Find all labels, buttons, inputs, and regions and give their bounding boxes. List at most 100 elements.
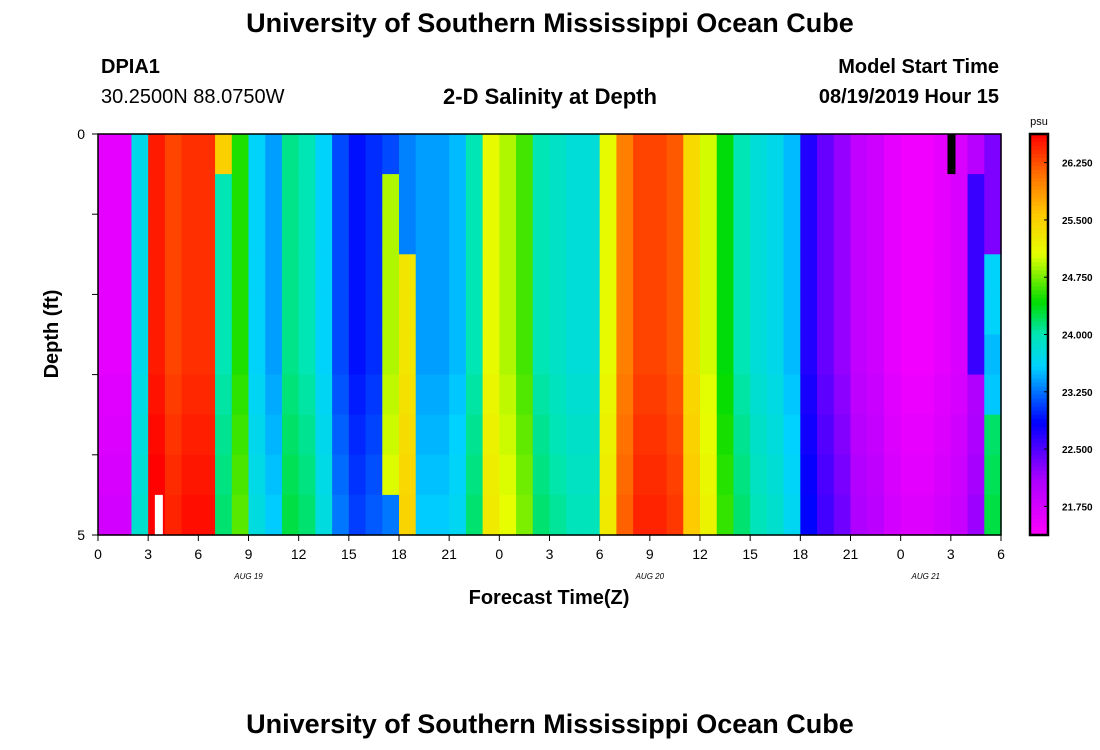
- heatmap-cell: [783, 254, 801, 295]
- colorbar-segment: [1030, 254, 1048, 259]
- heatmap-cell: [131, 454, 149, 496]
- colorbar-tick-label: 25.500: [1062, 216, 1093, 227]
- heatmap-cell: [348, 494, 367, 536]
- heatmap-cell: [164, 294, 183, 336]
- heatmap-cell: [549, 134, 567, 175]
- x-tick-label: 0: [897, 546, 905, 562]
- colorbar-unit: psu: [1030, 116, 1048, 128]
- heatmap-cell: [114, 494, 133, 536]
- heatmap-cell: [599, 214, 617, 255]
- heatmap-cell: [348, 254, 367, 295]
- heatmap-cell: [549, 454, 567, 496]
- heatmap-cell: [465, 414, 484, 456]
- colorbar-segment: [1030, 470, 1048, 476]
- heatmap-cell: [181, 334, 199, 376]
- heatmap-cell: [566, 374, 584, 416]
- heatmap-cell: [883, 414, 902, 456]
- heatmap-cell: [315, 254, 333, 295]
- heatmap-cell: [716, 454, 735, 496]
- heatmap-cell: [231, 294, 250, 336]
- heatmap-cell: [984, 494, 1002, 536]
- heatmap-cell: [666, 134, 684, 175]
- heatmap-cell: [98, 414, 116, 456]
- colorbar-segment: [1030, 182, 1048, 187]
- heatmap-cell: [164, 334, 183, 376]
- heatmap-cell: [867, 134, 885, 175]
- heatmap-cell: [215, 214, 233, 255]
- colorbar-segment: [1030, 390, 1048, 396]
- heatmap-cell: [215, 254, 233, 295]
- heatmap-cell: [148, 334, 166, 376]
- heatmap-cell: [399, 214, 417, 255]
- heatmap-cell: [265, 174, 283, 215]
- heatmap-cell: [700, 334, 718, 376]
- heatmap-cell: [164, 174, 183, 215]
- heatmap-cell: [900, 134, 918, 175]
- heatmap-marker: [947, 134, 956, 175]
- heatmap-cell: [248, 374, 266, 416]
- heatmap-cell: [700, 414, 718, 456]
- heatmap-cell: [248, 454, 266, 496]
- heatmap-cell: [499, 454, 517, 496]
- heatmap-cell: [683, 214, 701, 255]
- colorbar-segment: [1030, 478, 1048, 484]
- heatmap-cell: [582, 214, 601, 255]
- heatmap-cell: [566, 334, 584, 376]
- heatmap-cell: [365, 254, 383, 295]
- colorbar-tick-label: 21.750: [1062, 502, 1093, 513]
- heatmap-cell: [482, 334, 500, 376]
- heatmap-cell: [683, 494, 701, 536]
- heatmap-cell: [382, 134, 400, 175]
- heatmap-cell: [499, 494, 517, 536]
- heatmap-cell: [783, 454, 801, 496]
- heatmap-cell: [482, 254, 500, 295]
- heatmap-cell: [750, 214, 768, 255]
- heatmap-cell: [332, 414, 350, 456]
- heatmap-cell: [516, 174, 534, 215]
- heatmap-cell: [98, 334, 116, 376]
- heatmap-cell: [616, 334, 634, 376]
- heatmap-cell: [633, 334, 651, 376]
- heatmap-cell: [399, 454, 417, 496]
- heatmap-cell: [967, 134, 985, 175]
- heatmap-cell: [984, 454, 1002, 496]
- colorbar-segment: [1030, 134, 1048, 139]
- heatmap-cell: [482, 214, 500, 255]
- colorbar-segment: [1030, 402, 1048, 408]
- heatmap-cell: [198, 254, 216, 295]
- heatmap-cell: [967, 254, 985, 295]
- x-tick-label: 9: [245, 546, 253, 562]
- colorbar-segment: [1030, 386, 1048, 392]
- x-tick-label: 15: [742, 546, 758, 562]
- heatmap-cell: [465, 454, 484, 496]
- heatmap-cell: [633, 454, 651, 496]
- heatmap-cell: [399, 414, 417, 456]
- colorbar-segment: [1030, 490, 1048, 496]
- colorbar-segment: [1030, 510, 1048, 516]
- colorbar-segment: [1030, 498, 1048, 504]
- heatmap-cell: [984, 254, 1002, 295]
- x-tick-label: 21: [843, 546, 859, 562]
- heatmap-cell: [148, 374, 166, 416]
- heatmap-cell: [800, 134, 818, 175]
- heatmap-cell: [900, 334, 918, 376]
- heatmap-cell: [98, 174, 116, 215]
- colorbar-segment: [1030, 322, 1048, 328]
- heatmap-cell: [666, 294, 684, 336]
- heatmap-cell: [633, 214, 651, 255]
- heatmap-cell: [883, 254, 902, 295]
- heatmap-cell: [599, 174, 617, 215]
- heatmap-cell: [98, 494, 116, 536]
- heatmap-cell: [482, 174, 500, 215]
- colorbar-segment: [1030, 414, 1048, 420]
- heatmap-cell: [683, 454, 701, 496]
- heatmap-cell: [733, 414, 751, 456]
- heatmap-cell: [181, 254, 199, 295]
- heatmap-cell: [298, 294, 316, 336]
- colorbar-segment: [1030, 234, 1048, 239]
- heatmap-cell: [833, 294, 852, 336]
- heatmap-cell: [198, 494, 216, 536]
- colorbar-tick-label: 24.000: [1062, 331, 1093, 342]
- heatmap-cell: [148, 134, 166, 175]
- colorbar-segment: [1030, 406, 1048, 412]
